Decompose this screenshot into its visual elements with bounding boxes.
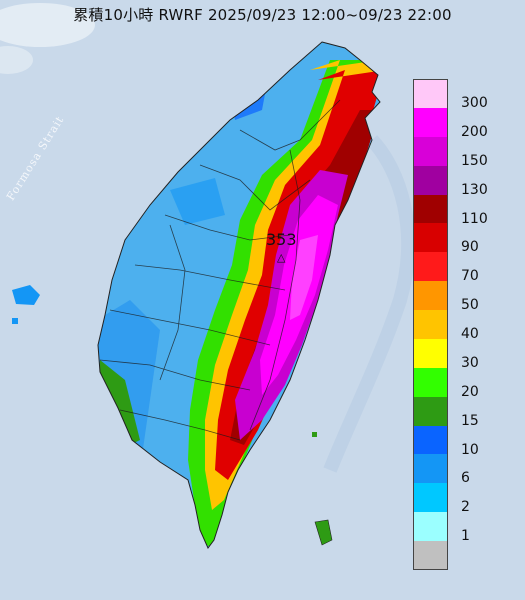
map-title: 累積10小時 RWRF 2025/09/23 12:00~09/23 22:00 <box>73 6 452 24</box>
legend-label: 40 <box>461 326 479 343</box>
legend-swatch <box>413 223 448 253</box>
legend-row <box>413 541 522 570</box>
island-outline <box>97 41 381 549</box>
legend-label: 20 <box>461 383 479 400</box>
legend-label: 200 <box>461 123 488 140</box>
legend-row: 6 <box>413 454 522 487</box>
band-6-central <box>170 178 225 225</box>
legend-row: 15 <box>413 396 522 429</box>
legend-row: 40 <box>413 310 522 343</box>
band-15-west <box>98 360 140 450</box>
legend-swatch <box>413 79 448 108</box>
green-island <box>314 519 333 546</box>
legend-row: 300 <box>413 79 522 111</box>
band-300 <box>290 235 318 320</box>
legend-label: 1 <box>461 528 470 545</box>
penghu-islands <box>12 285 40 305</box>
legend-swatch <box>413 194 448 224</box>
legend-label: 15 <box>461 412 479 429</box>
legend-row: 2 <box>413 483 522 516</box>
cloud-haze <box>0 3 95 47</box>
legend-swatch <box>413 512 448 542</box>
legend-swatch <box>413 107 448 137</box>
legend-row: 50 <box>413 281 522 314</box>
legend-row: 150 <box>413 136 522 169</box>
color-legend: 300 200 150 130 110 90 70 50 40 30 20 15 10 6 2 1 <box>413 79 522 570</box>
legend-swatch <box>413 136 448 166</box>
legend-row: 200 <box>413 107 522 140</box>
legend-row: 30 <box>413 338 522 371</box>
cloud-haze-2 <box>0 46 33 74</box>
legend-label: 2 <box>461 499 470 516</box>
legend-label: 110 <box>461 210 488 227</box>
legend-row: 10 <box>413 425 522 458</box>
islet <box>12 318 18 324</box>
legend-swatch <box>413 367 448 397</box>
legend-swatch <box>413 338 448 368</box>
islet-east <box>312 432 317 437</box>
peak-marker-icon: △ <box>277 251 286 264</box>
legend-label: 90 <box>461 239 479 256</box>
legend-row: 1 <box>413 512 522 545</box>
legend-row: 130 <box>413 165 522 198</box>
legend-label: 300 <box>461 95 488 111</box>
sea-relief <box>323 135 416 473</box>
legend-label: 70 <box>461 268 479 285</box>
legend-swatch <box>413 541 448 570</box>
legend-swatch <box>413 483 448 513</box>
rain-bands <box>98 60 380 548</box>
legend-swatch <box>413 252 448 282</box>
legend-row: 70 <box>413 252 522 285</box>
legend-label: 130 <box>461 181 488 198</box>
legend-swatch <box>413 425 448 455</box>
peak-value-label: 353 <box>266 230 297 249</box>
legend-swatch <box>413 165 448 195</box>
legend-label: 50 <box>461 297 479 314</box>
legend-swatch <box>413 396 448 426</box>
legend-swatch <box>413 281 448 311</box>
legend-row: 20 <box>413 367 522 400</box>
legend-label: 6 <box>461 470 470 487</box>
county-borders <box>99 99 341 441</box>
legend-label: 10 <box>461 441 479 458</box>
legend-row: 110 <box>413 194 522 227</box>
legend-swatch <box>413 454 448 484</box>
legend-label: 30 <box>461 354 479 371</box>
legend-row: 90 <box>413 223 522 256</box>
legend-swatch <box>413 310 448 339</box>
legend-label: 150 <box>461 152 488 169</box>
